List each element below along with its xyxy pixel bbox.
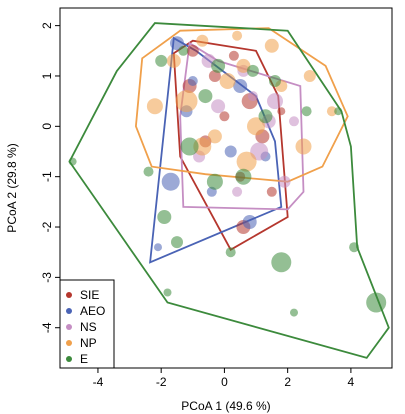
group-points <box>68 30 387 317</box>
y-tick-label--2: -2 <box>40 221 54 232</box>
point-aeo-5 <box>242 215 257 229</box>
legend-label-e: E <box>80 352 88 366</box>
point-np-12 <box>247 117 265 136</box>
point-np-10 <box>175 90 198 113</box>
hull-ns <box>179 41 305 211</box>
point-ns-2 <box>267 93 283 110</box>
point-ns-10 <box>247 91 258 102</box>
legend-marker-np <box>66 340 72 346</box>
legend-label-sie: SIE <box>80 288 99 302</box>
point-np-13 <box>207 129 222 144</box>
hull-np <box>134 27 349 183</box>
point-ns-8 <box>211 99 226 114</box>
y-axis: -4 -3 -2 -1 0 1 2 <box>40 22 60 333</box>
point-np-15 <box>236 58 251 73</box>
point-e-3 <box>211 58 226 73</box>
y-axis-title: PCoA 2 (29.8 %) <box>5 143 19 232</box>
point-np-11 <box>219 73 236 89</box>
point-e-14 <box>180 137 199 156</box>
legend-marker-ns <box>66 324 72 330</box>
point-e-16 <box>258 109 273 124</box>
point-ns-7 <box>278 175 291 188</box>
point-np-9 <box>193 137 212 156</box>
point-e-17 <box>198 89 213 104</box>
point-e-10 <box>206 173 223 190</box>
x-tick-label--2: -2 <box>156 375 167 389</box>
x-tick-label-4: 4 <box>348 375 355 389</box>
x-tick-label--4: -4 <box>93 375 104 389</box>
legend-marker-sie <box>66 292 72 298</box>
point-sie-1 <box>228 50 239 61</box>
point-e-13 <box>366 292 387 313</box>
point-e-20 <box>349 242 360 253</box>
point-np-4 <box>264 38 279 53</box>
point-sie-11 <box>208 70 221 82</box>
x-tick-label-2: 2 <box>284 375 291 389</box>
x-tick-label-0: 0 <box>221 375 228 389</box>
point-e-19 <box>163 288 172 297</box>
point-np-7 <box>295 138 312 155</box>
point-e-2 <box>178 45 189 56</box>
point-np-2 <box>196 34 209 47</box>
point-aeo-8 <box>233 79 248 93</box>
point-e-11 <box>271 252 292 273</box>
point-np-6 <box>326 106 337 117</box>
point-ns-6 <box>232 186 243 197</box>
point-aeo-6 <box>187 76 198 86</box>
point-e-4 <box>246 64 259 77</box>
point-sie-10 <box>277 107 286 116</box>
y-tick-label-0: 0 <box>40 123 54 130</box>
point-aeo-2 <box>161 172 180 191</box>
point-np-3 <box>232 30 243 41</box>
point-sie-7 <box>266 186 277 197</box>
point-np-5 <box>303 70 316 82</box>
legend: SIE AEO NS NP E <box>59 279 115 369</box>
point-e-6 <box>334 107 343 116</box>
point-sie-9 <box>219 111 230 122</box>
point-e-0 <box>68 157 77 166</box>
y-tick-label--4: -4 <box>40 322 54 333</box>
point-e-9 <box>171 236 183 249</box>
legend-label-ns: NS <box>80 320 97 334</box>
y-tick-label--3: -3 <box>40 272 54 283</box>
point-e-15 <box>235 168 252 185</box>
x-axis: -4 -2 0 2 4 <box>93 368 355 389</box>
point-e-18 <box>225 247 236 258</box>
point-sie-0 <box>186 44 199 57</box>
y-tick-label-1: 1 <box>40 72 54 79</box>
point-ns-3 <box>289 116 299 127</box>
plot-frame <box>59 7 393 369</box>
point-np-0 <box>146 98 163 115</box>
point-aeo-4 <box>224 145 237 158</box>
point-aeo-7 <box>154 243 162 252</box>
legend-label-aeo: AEO <box>80 304 105 318</box>
x-axis-title: PCoA 1 (49.6 %) <box>181 399 270 413</box>
point-e-21 <box>269 75 281 87</box>
legend-marker-aeo <box>66 308 72 314</box>
legend-marker-e <box>66 356 72 362</box>
point-e-7 <box>143 166 154 177</box>
y-tick-label--1: -1 <box>40 171 54 182</box>
point-e-8 <box>157 210 172 224</box>
legend-label-np: NP <box>80 336 97 350</box>
point-np-8 <box>236 151 257 172</box>
point-e-1 <box>155 54 168 67</box>
y-tick-label-2: 2 <box>40 22 54 29</box>
point-np-1 <box>166 53 181 68</box>
point-e-12 <box>290 308 298 317</box>
point-e-5 <box>301 106 312 117</box>
